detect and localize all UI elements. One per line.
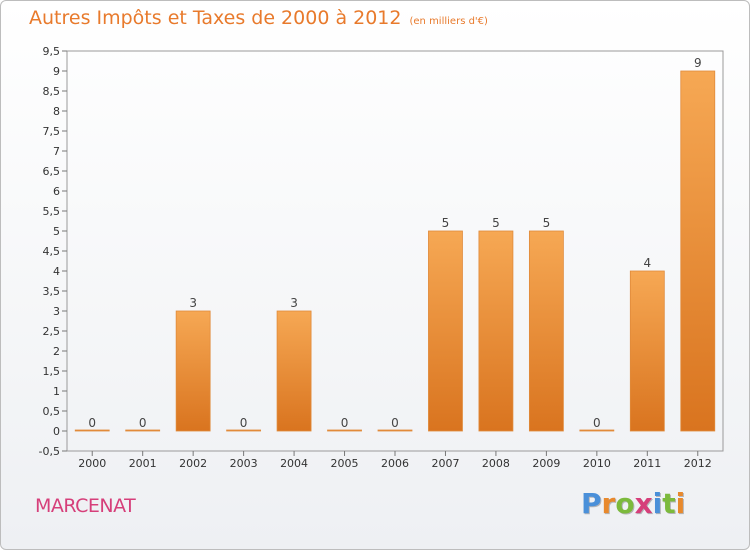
y-tick-label: 7 — [53, 145, 60, 158]
commune-name: MARCENAT — [35, 495, 136, 517]
y-tick-label: 0 — [53, 425, 60, 438]
x-tick-label: 2006 — [381, 457, 409, 470]
bar — [579, 429, 615, 432]
chart-title-wrap: Autres Impôts et Taxes de 2000 à 2012 (en… — [29, 7, 488, 29]
bar-value-label: 0 — [88, 416, 96, 430]
bar — [428, 230, 463, 432]
logo-letter: i — [675, 487, 686, 520]
y-tick-label: 6 — [53, 185, 60, 198]
bar — [276, 310, 312, 432]
chart-unit: (en milliers d'€) — [409, 16, 488, 27]
x-tick-label: 2004 — [280, 457, 308, 470]
bar-value-label: 9 — [694, 56, 702, 70]
x-tick-label: 2005 — [331, 457, 359, 470]
logo-letter: o — [615, 487, 635, 520]
bar — [175, 310, 211, 432]
y-tick-label: 7,5 — [43, 125, 61, 138]
bar-value-label: 5 — [492, 216, 500, 230]
bar-value-label: 3 — [189, 296, 197, 310]
chart-axes: -0,5 0 0,5 1 1,5 2 2,5 3 3,5 4 4,5 5 5,5 6 6,5 7 7,5 8 8,5… — [39, 45, 724, 470]
bar-value-label: 5 — [442, 216, 450, 230]
bar — [327, 429, 362, 432]
y-tick-label: 5,5 — [43, 205, 61, 218]
logo-letter: r — [601, 487, 616, 520]
y-tick-label: 3,5 — [43, 285, 61, 298]
y-tick-label: 1 — [53, 385, 60, 398]
y-tick-label: 4 — [53, 265, 60, 278]
logo-letter: P — [581, 487, 602, 520]
x-tick-label: 2002 — [179, 457, 207, 470]
chart-bars — [74, 70, 716, 432]
logo-letter: t — [662, 487, 676, 520]
y-tick-label: 8 — [53, 105, 60, 118]
x-tick-label: 2001 — [129, 457, 157, 470]
bar — [680, 70, 716, 432]
x-tick-label: 2012 — [684, 457, 712, 470]
plot-area-border — [66, 50, 724, 452]
y-tick-label: 4,5 — [43, 245, 61, 258]
x-tick-label: 2009 — [532, 457, 560, 470]
y-tick-label: 2,5 — [43, 325, 61, 338]
y-tick-label: 2 — [53, 345, 60, 358]
bar — [629, 270, 665, 432]
x-tick-label: 2010 — [583, 457, 611, 470]
x-tick-label: 2008 — [482, 457, 510, 470]
bar-value-label: 0 — [139, 416, 147, 430]
chart-title: Autres Impôts et Taxes de 2000 à 2012 — [29, 7, 402, 29]
y-tick-label: -0,5 — [39, 445, 60, 458]
x-tick-label: 2007 — [431, 457, 459, 470]
y-tick-label: 1,5 — [43, 365, 61, 378]
proxiti-logo[interactable]: Proxiti — [581, 487, 685, 520]
y-tick-label: 0,5 — [43, 405, 61, 418]
bar — [528, 230, 564, 432]
bar-value-label: 4 — [643, 256, 651, 270]
bar — [125, 429, 161, 432]
bar-value-label: 0 — [593, 416, 601, 430]
bar-value-label: 0 — [341, 416, 349, 430]
bar-value-label: 3 — [290, 296, 298, 310]
bar — [74, 429, 110, 432]
chart-value-labels: 0 0 3 0 3 0 0 5 5 5 0 4 9 — [88, 56, 701, 430]
y-tick-label: 3 — [53, 305, 60, 318]
x-tick-label: 2011 — [633, 457, 661, 470]
logo-letter: i — [652, 487, 663, 520]
y-tick-label: 9 — [53, 65, 60, 78]
bar — [377, 429, 413, 432]
bar-value-label: 5 — [543, 216, 551, 230]
y-tick-label: 8,5 — [43, 85, 61, 98]
y-tick-label: 6,5 — [43, 165, 61, 178]
bar-value-label: 0 — [391, 416, 399, 430]
bar — [226, 429, 262, 432]
y-tick-label: 5 — [53, 225, 60, 238]
x-tick-label: 2003 — [230, 457, 258, 470]
logo-letter: x — [634, 487, 653, 520]
bar-value-label: 0 — [240, 416, 248, 430]
bar — [478, 230, 514, 432]
x-tick-label: 2000 — [78, 457, 106, 470]
y-tick-label: 9,5 — [43, 45, 61, 58]
